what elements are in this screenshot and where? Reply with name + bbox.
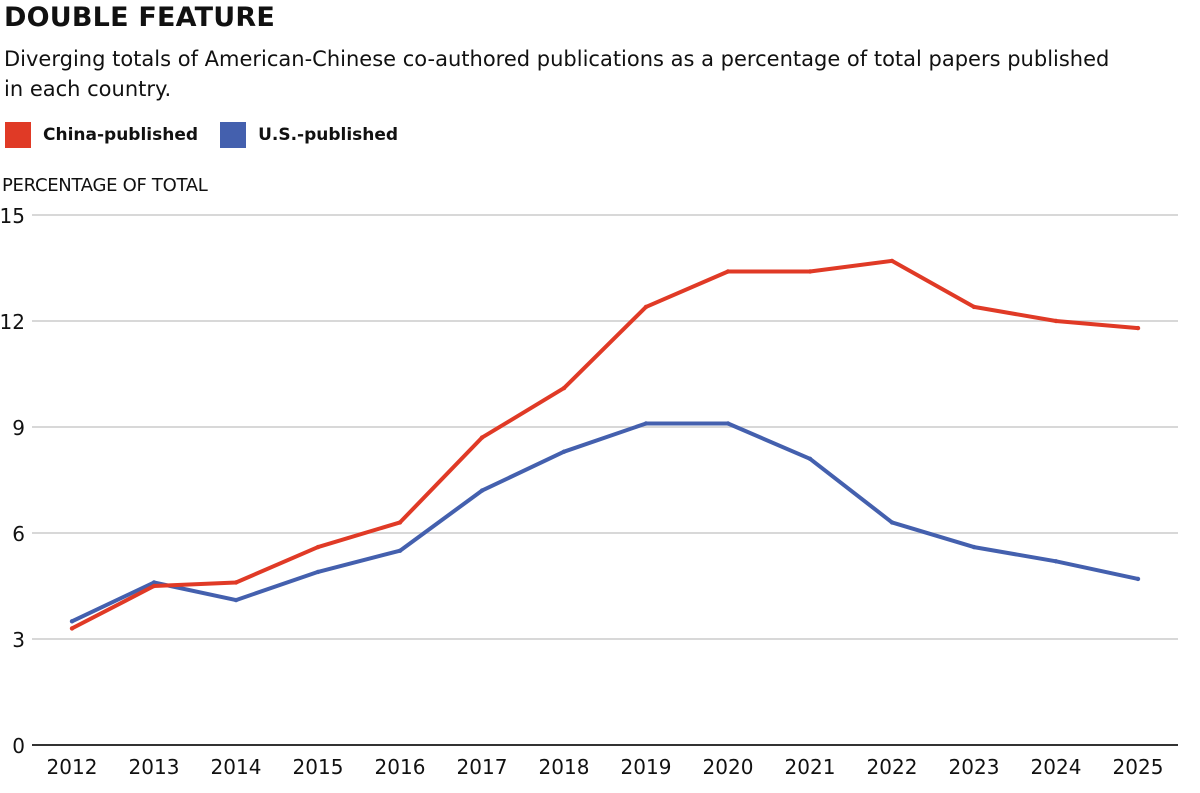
data-point-u-s-published [643, 421, 649, 426]
data-point-u-s-published [971, 544, 977, 550]
data-point-u-s-published [725, 421, 731, 426]
data-point-china-published [151, 583, 157, 589]
x-tick-label: 2020 [703, 755, 754, 779]
data-point-china-published [69, 626, 75, 631]
x-tick-label: 2022 [867, 755, 918, 779]
gridlines [32, 214, 1178, 746]
data-point-u-s-published [807, 456, 813, 461]
x-tick-label: 2013 [129, 755, 180, 779]
x-tick-label: 2015 [293, 755, 344, 779]
x-tick-label: 2019 [621, 755, 672, 779]
legend: China-published U.S.-published [5, 122, 420, 148]
legend-label-china: China-published [43, 125, 199, 145]
y-tick-label: 3 [12, 628, 25, 652]
chart-subtitle: Diverging totals of American-Chinese co-… [4, 47, 1110, 101]
data-point-u-s-published [561, 449, 567, 454]
data-point-china-published [971, 304, 977, 310]
y-tick-label: 12 [0, 310, 25, 334]
data-point-china-published [1135, 325, 1141, 331]
data-point-china-published [1053, 318, 1059, 324]
legend-swatch-us [220, 122, 247, 148]
data-point-u-s-published [151, 580, 157, 585]
y-tick-label: 0 [12, 734, 25, 758]
data-point-u-s-published [397, 548, 403, 553]
legend-label-us: U.S.-published [258, 125, 399, 145]
data-point-u-s-published [233, 597, 239, 603]
data-point-china-published [233, 580, 239, 585]
y-axis-label: PERCENTAGE OF TOTAL [2, 175, 208, 196]
x-tick-label: 2023 [949, 755, 1000, 779]
legend-item-us: U.S.-published [220, 122, 398, 148]
chart-title: DOUBLE FEATURE [4, 2, 275, 33]
y-tick-label: 15 [0, 204, 25, 228]
data-point-china-published [807, 269, 813, 274]
series-line-u-s-published [71, 421, 1139, 624]
y-axis-ticks: 0 3 6 9 12 15 [0, 204, 25, 758]
data-point-china-published [643, 304, 649, 310]
data-point-china-published [561, 385, 567, 391]
data-point-u-s-published [315, 569, 321, 575]
x-tick-label: 2012 [47, 755, 98, 779]
x-tick-label: 2025 [1113, 755, 1164, 779]
legend-swatch-china [5, 122, 31, 148]
data-point-china-published [397, 520, 403, 525]
x-tick-label: 2016 [375, 755, 426, 779]
data-point-u-s-published [479, 488, 485, 493]
x-tick-label: 2024 [1031, 755, 1082, 779]
x-tick-label: 2018 [539, 755, 590, 779]
x-tick-label: 2017 [457, 755, 508, 779]
data-point-china-published [479, 435, 485, 440]
data-point-u-s-published [1053, 559, 1059, 564]
data-point-china-published [315, 544, 321, 550]
data-point-u-s-published [889, 520, 895, 525]
data-point-china-published [725, 269, 731, 274]
data-point-china-published [889, 258, 895, 264]
y-tick-label: 9 [12, 416, 25, 440]
x-tick-label: 2014 [211, 755, 262, 779]
y-tick-label: 6 [12, 522, 25, 546]
data-point-u-s-published [1135, 576, 1141, 582]
x-tick-label: 2021 [785, 755, 836, 779]
x-axis-ticks: 2012 2013 2014 2015 2016 2017 2018 2019 2020 2021… [47, 755, 1164, 779]
data-point-u-s-published [69, 619, 75, 624]
series-line-china-published [71, 258, 1139, 631]
series-lines [69, 258, 1141, 631]
legend-item-china: China-published [5, 122, 198, 148]
